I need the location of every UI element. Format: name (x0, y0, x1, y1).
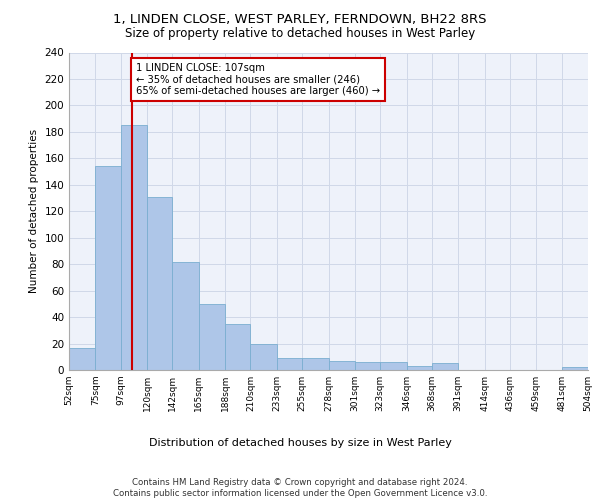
Text: 1 LINDEN CLOSE: 107sqm
← 35% of detached houses are smaller (246)
65% of semi-de: 1 LINDEN CLOSE: 107sqm ← 35% of detached… (136, 63, 380, 96)
Bar (329, 360, 355, 370)
Bar (562, 368, 588, 370)
Bar (121, 126, 147, 370)
Bar (302, 358, 329, 370)
Bar (277, 358, 302, 370)
Text: Contains HM Land Registry data © Crown copyright and database right 2024.
Contai: Contains HM Land Registry data © Crown c… (113, 478, 487, 498)
Bar (355, 362, 380, 370)
Bar (407, 366, 432, 370)
Bar (380, 362, 407, 370)
Y-axis label: Number of detached properties: Number of detached properties (29, 129, 39, 294)
Bar (250, 344, 277, 370)
Bar (95, 166, 121, 370)
Text: Distribution of detached houses by size in West Parley: Distribution of detached houses by size … (149, 438, 451, 448)
Bar (69, 348, 95, 370)
Bar (172, 262, 199, 370)
Bar (147, 196, 172, 370)
Bar (199, 304, 225, 370)
Text: 1, LINDEN CLOSE, WEST PARLEY, FERNDOWN, BH22 8RS: 1, LINDEN CLOSE, WEST PARLEY, FERNDOWN, … (113, 12, 487, 26)
Bar (432, 364, 458, 370)
Bar (225, 324, 250, 370)
Text: Size of property relative to detached houses in West Parley: Size of property relative to detached ho… (125, 28, 475, 40)
